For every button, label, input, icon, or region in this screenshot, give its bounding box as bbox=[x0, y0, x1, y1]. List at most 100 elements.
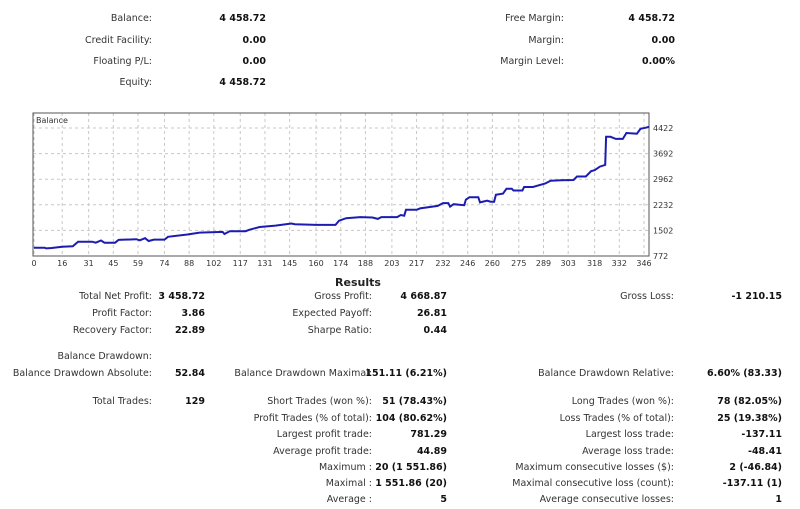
result-label: Profit Trades (% of total): bbox=[253, 413, 372, 424]
field-value: 0.00 bbox=[651, 35, 675, 46]
result-value: 3 458.72 bbox=[158, 291, 205, 302]
result-label: Short Trades (won %): bbox=[267, 396, 372, 407]
field-value: 4 458.72 bbox=[628, 13, 675, 24]
x-tick-label: 203 bbox=[384, 259, 399, 268]
result-value: 44.89 bbox=[416, 446, 447, 457]
result-label: Largest profit trade: bbox=[276, 429, 372, 440]
result-value: -137.11 bbox=[741, 429, 782, 440]
result-label: Maximum : bbox=[318, 462, 372, 473]
result-value: 22.89 bbox=[174, 325, 205, 336]
y-tick-label: 2962 bbox=[653, 175, 673, 184]
x-tick-label: 160 bbox=[308, 259, 323, 268]
field-label: Margin Level: bbox=[500, 56, 564, 67]
x-tick-label: 16 bbox=[57, 259, 67, 268]
results-title: Results bbox=[335, 276, 381, 289]
field-label: Free Margin: bbox=[505, 13, 564, 24]
result-value: 2 (-46.84) bbox=[729, 462, 782, 473]
y-tick-label: 772 bbox=[653, 252, 668, 261]
x-tick-label: 131 bbox=[257, 259, 272, 268]
result-label: Long Trades (won %): bbox=[571, 396, 674, 407]
result-value: 51 (78.43%) bbox=[382, 396, 447, 407]
result-label: Gross Loss: bbox=[620, 291, 674, 302]
result-value: 52.84 bbox=[174, 368, 205, 379]
result-label: Balance Drawdown Relative: bbox=[538, 368, 674, 379]
field-label: Balance: bbox=[110, 13, 152, 24]
x-tick-label: 246 bbox=[460, 259, 475, 268]
x-tick-label: 88 bbox=[184, 259, 194, 268]
x-tick-label: 232 bbox=[435, 259, 450, 268]
result-label: Average profit trade: bbox=[273, 446, 372, 457]
result-value: 4 668.87 bbox=[400, 291, 447, 302]
x-tick-label: 260 bbox=[485, 259, 500, 268]
x-tick-label: 145 bbox=[282, 259, 297, 268]
result-label: Balance Drawdown: bbox=[57, 351, 152, 362]
chart-frame bbox=[32, 112, 650, 257]
x-tick-label: 318 bbox=[587, 259, 602, 268]
x-tick-label: 275 bbox=[511, 259, 526, 268]
field-label: Margin: bbox=[528, 35, 564, 46]
result-label: Balance Drawdown Absolute: bbox=[12, 368, 152, 379]
result-label: Loss Trades (% of total): bbox=[559, 413, 674, 424]
result-label: Average : bbox=[326, 494, 372, 505]
x-tick-label: 74 bbox=[159, 259, 169, 268]
x-tick-label: 303 bbox=[561, 259, 576, 268]
field-label: Credit Facility: bbox=[84, 35, 152, 46]
field-label: Equity: bbox=[119, 77, 152, 88]
result-label: Maximal consecutive loss (count): bbox=[512, 478, 674, 489]
field-value: 0.00 bbox=[242, 35, 266, 46]
x-tick-label: 188 bbox=[358, 259, 373, 268]
result-label: Profit Factor: bbox=[92, 308, 152, 319]
field-label: Floating P/L: bbox=[93, 56, 152, 67]
result-value: -1 210.15 bbox=[731, 291, 782, 302]
result-label: Maximal : bbox=[325, 478, 372, 489]
result-value: -137.11 (1) bbox=[722, 478, 782, 489]
result-value: -48.41 bbox=[748, 446, 782, 457]
field-value: 0.00% bbox=[642, 56, 675, 67]
result-value: 26.81 bbox=[416, 308, 447, 319]
y-tick-label: 1502 bbox=[653, 226, 673, 235]
result-label: Average loss trade: bbox=[582, 446, 674, 457]
x-tick-label: 117 bbox=[233, 259, 248, 268]
result-value: 20 (1 551.86) bbox=[375, 462, 447, 473]
x-tick-label: 0 bbox=[31, 259, 36, 268]
result-label: Sharpe Ratio: bbox=[307, 325, 372, 336]
field-value: 4 458.72 bbox=[219, 13, 266, 24]
x-tick-label: 332 bbox=[612, 259, 627, 268]
result-value: 129 bbox=[185, 396, 205, 407]
result-label: Largest loss trade: bbox=[585, 429, 674, 440]
result-value: 1 551.86 (20) bbox=[375, 478, 447, 489]
x-tick-label: 31 bbox=[84, 259, 94, 268]
y-tick-label: 4422 bbox=[653, 124, 673, 133]
x-tick-label: 346 bbox=[636, 259, 651, 268]
result-label: Maximum consecutive losses ($): bbox=[515, 462, 674, 473]
y-tick-label: 3692 bbox=[653, 150, 673, 159]
result-value: 5 bbox=[440, 494, 447, 505]
result-value: 1 bbox=[775, 494, 782, 505]
result-label: Expected Payoff: bbox=[292, 308, 372, 319]
x-tick-label: 289 bbox=[536, 259, 551, 268]
x-tick-label: 59 bbox=[133, 259, 143, 268]
balance-chart: 0 16 31 45 59 74 88 102 117 131 145 160 174 188 203 217… bbox=[31, 112, 673, 268]
result-label: Total Trades: bbox=[92, 396, 152, 407]
result-value: 3.86 bbox=[181, 308, 205, 319]
chart-title: Balance bbox=[36, 116, 68, 125]
field-value: 4 458.72 bbox=[219, 77, 266, 88]
result-value: 0.44 bbox=[423, 325, 447, 336]
result-value: 25 (19.38%) bbox=[717, 413, 782, 424]
x-tick-label: 174 bbox=[333, 259, 348, 268]
x-tick-label: 45 bbox=[108, 259, 118, 268]
result-value: 781.29 bbox=[410, 429, 447, 440]
x-tick-label: 102 bbox=[206, 259, 221, 268]
result-value: 6.60% (83.33) bbox=[707, 368, 782, 379]
result-label: Total Net Profit: bbox=[79, 291, 152, 302]
field-value: 0.00 bbox=[242, 56, 266, 67]
result-value: 104 (80.62%) bbox=[375, 413, 447, 424]
x-tick-label: 217 bbox=[409, 259, 424, 268]
y-tick-label: 2232 bbox=[653, 201, 673, 210]
result-label: Balance Drawdown Maximal: bbox=[234, 368, 372, 379]
result-label: Gross Profit: bbox=[314, 291, 372, 302]
result-value: 78 (82.05%) bbox=[717, 396, 782, 407]
balance-line bbox=[34, 125, 650, 250]
result-value: 151.11 (6.21%) bbox=[365, 368, 447, 379]
